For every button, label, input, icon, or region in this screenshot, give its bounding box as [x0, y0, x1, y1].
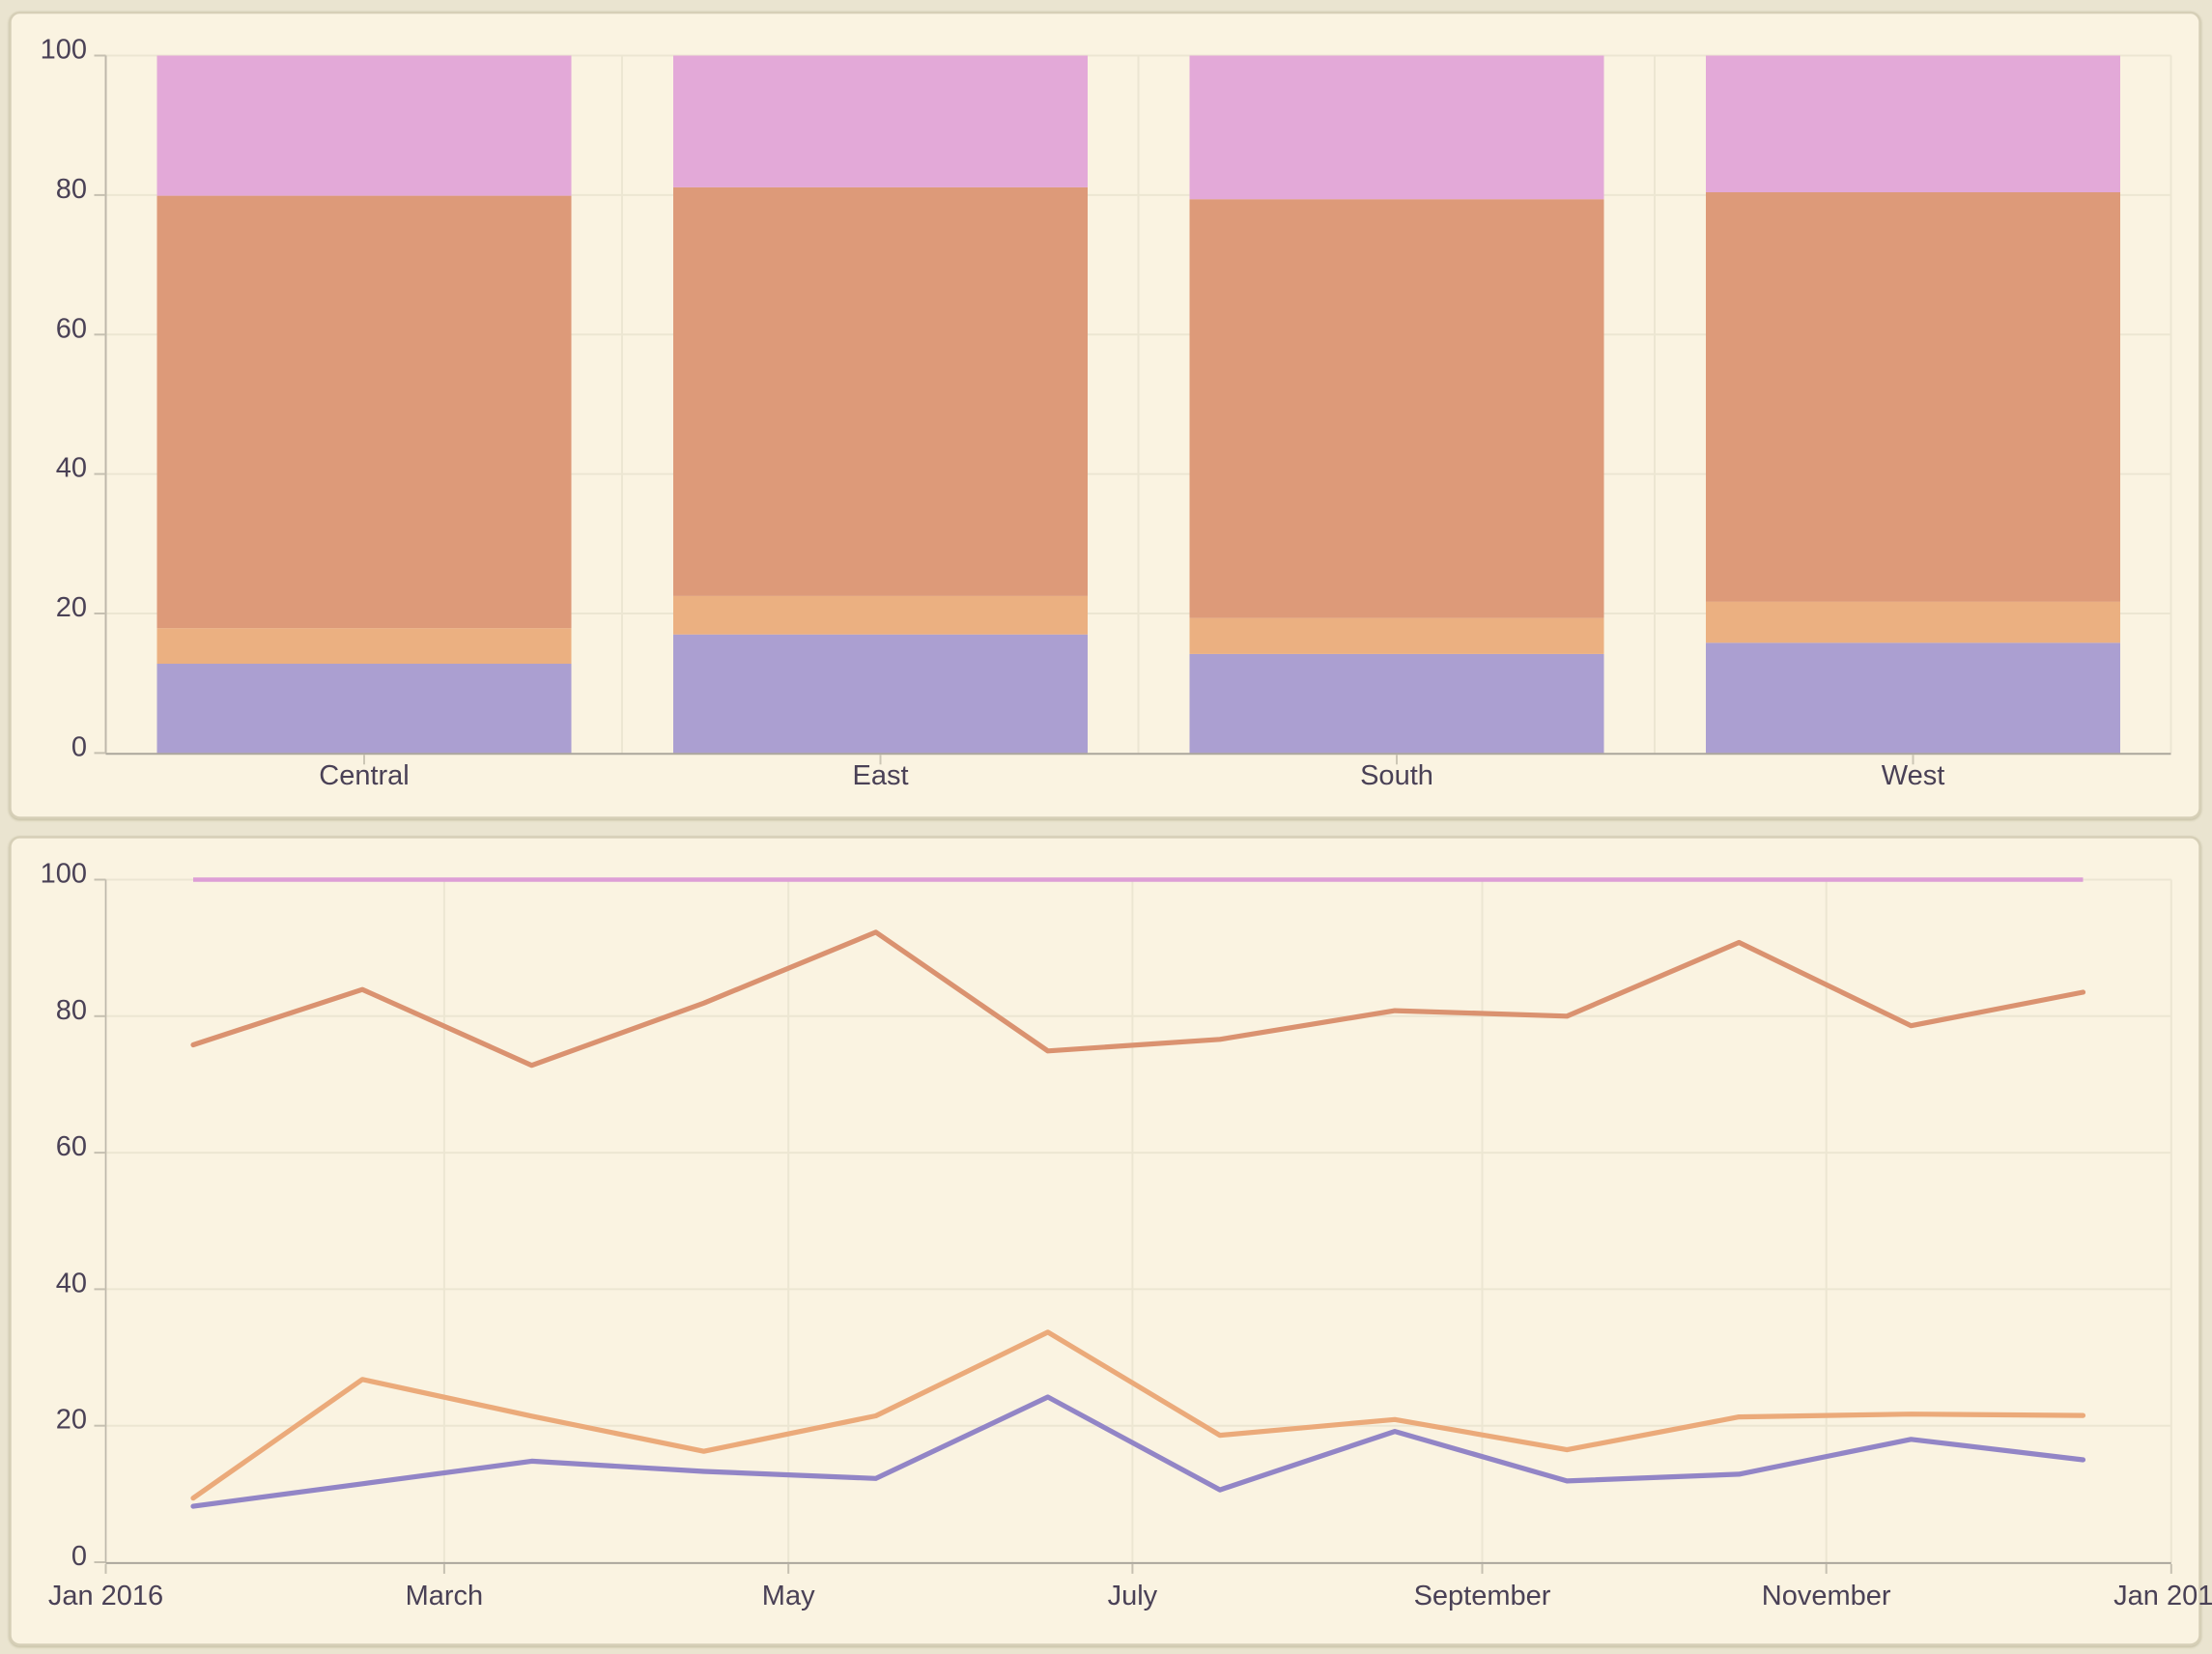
svg-text:West: West	[1882, 760, 1945, 791]
svg-text:60: 60	[56, 313, 87, 344]
svg-text:20: 20	[56, 1405, 87, 1436]
svg-text:0: 0	[71, 1541, 87, 1572]
svg-text:100: 100	[41, 35, 87, 66]
svg-text:May: May	[762, 1581, 815, 1611]
svg-text:100: 100	[41, 859, 87, 890]
svg-text:60: 60	[56, 1131, 87, 1162]
svg-text:0: 0	[71, 731, 87, 762]
svg-text:40: 40	[56, 1268, 87, 1298]
svg-text:March: March	[406, 1581, 484, 1611]
svg-text:80: 80	[56, 995, 87, 1026]
svg-text:September: September	[1414, 1581, 1551, 1611]
svg-text:July: July	[1108, 1581, 1158, 1611]
svg-text:40: 40	[56, 453, 87, 484]
svg-text:Central: Central	[319, 760, 410, 791]
svg-text:East: East	[852, 760, 908, 791]
svg-text:80: 80	[56, 174, 87, 205]
svg-text:20: 20	[56, 592, 87, 623]
svg-text:Jan 2017: Jan 2017	[2113, 1581, 2212, 1611]
svg-text:November: November	[1762, 1581, 1891, 1611]
svg-text:South: South	[1360, 760, 1433, 791]
svg-text:Jan 2016: Jan 2016	[48, 1581, 163, 1611]
